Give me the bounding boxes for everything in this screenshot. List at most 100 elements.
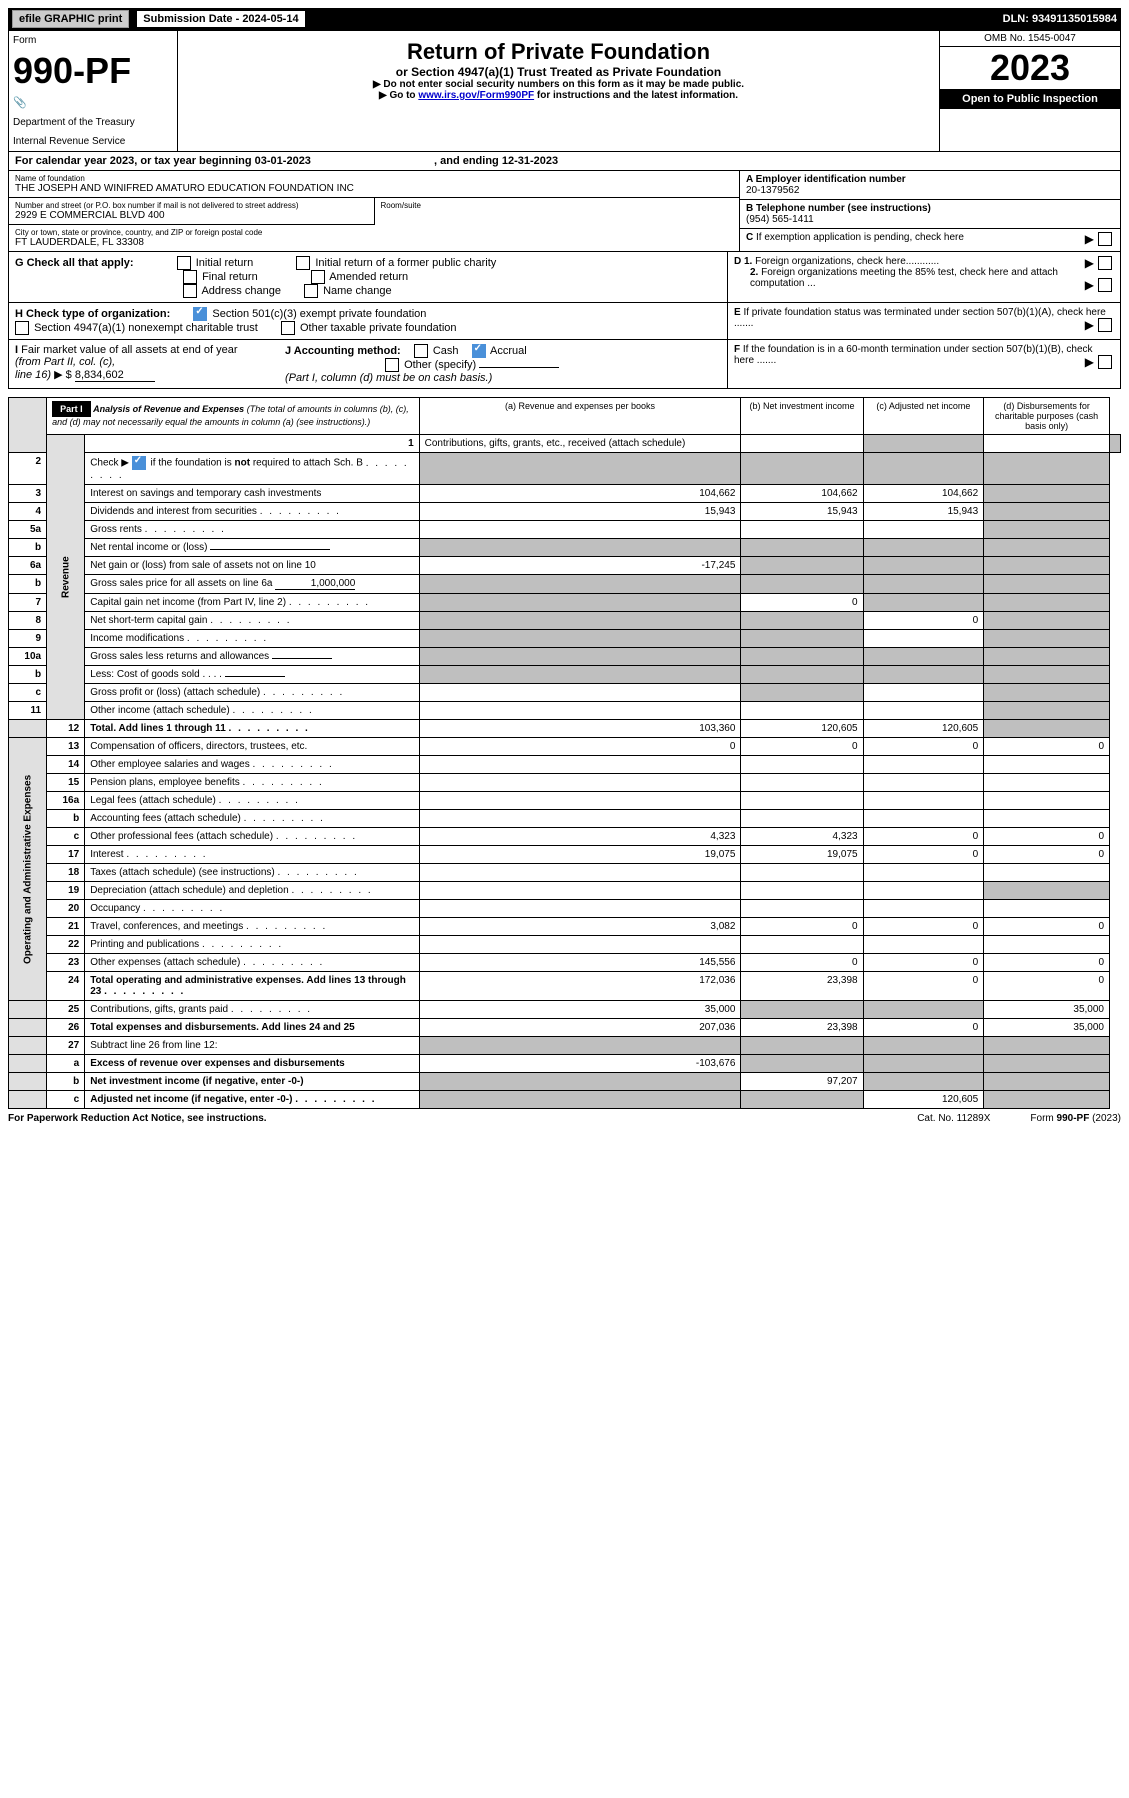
irs: Internal Revenue Service [13, 136, 173, 147]
row-2: 2Check ▶ if the foundation is not requir… [9, 453, 1121, 485]
row-14: 14Other employee salaries and wages [9, 756, 1121, 774]
note-no-ssn: ▶ Do not enter social security numbers o… [186, 79, 931, 90]
row-27: 27Subtract line 26 from line 12: [9, 1037, 1121, 1055]
col-a-header: (a) Revenue and expenses per books [419, 398, 741, 435]
row-27b: bNet investment income (if negative, ent… [9, 1073, 1121, 1091]
g-initial-pub-checkbox[interactable] [296, 256, 310, 270]
j-other-checkbox[interactable] [385, 358, 399, 372]
row-6b: bGross sales price for all assets on lin… [9, 575, 1121, 594]
row-22: 22Printing and publications [9, 936, 1121, 954]
g-initial-checkbox[interactable] [177, 256, 191, 270]
fmv-value: 8,834,602 [75, 369, 155, 382]
h-label: H Check type of organization: [15, 308, 170, 320]
expenses-label: Operating and Administrative Expenses [9, 738, 47, 1001]
row-11: 11Other income (attach schedule) [9, 702, 1121, 720]
open-public: Open to Public Inspection [940, 89, 1120, 109]
f-checkbox[interactable] [1098, 355, 1112, 369]
phone: (954) 565-1411 [746, 214, 1114, 225]
address: 2929 E COMMERCIAL BLVD 400 [15, 210, 368, 221]
e-checkbox[interactable] [1098, 318, 1112, 332]
col-b-header: (b) Net investment income [741, 398, 863, 435]
ein: 20-1379562 [746, 185, 1114, 196]
row-1: Revenue 1Contributions, gifts, grants, e… [9, 435, 1121, 453]
c-checkbox[interactable] [1098, 232, 1112, 246]
addr-label: Number and street (or P.O. box number if… [15, 201, 368, 210]
row-19: 19Depreciation (attach schedule) and dep… [9, 882, 1121, 900]
j-note: (Part I, column (d) must be on cash basi… [285, 372, 492, 384]
g-amended-checkbox[interactable] [311, 270, 325, 284]
row-9: 9Income modifications [9, 630, 1121, 648]
row-27c: cAdjusted net income (if negative, enter… [9, 1091, 1121, 1109]
dept: Department of the Treasury [13, 117, 173, 128]
row-4: 4Dividends and interest from securities … [9, 503, 1121, 521]
top-bar: efile GRAPHIC print Submission Date - 20… [8, 8, 1121, 30]
form-number: 990-PF [13, 50, 173, 92]
efile-print[interactable]: efile GRAPHIC print [12, 10, 129, 28]
tax-year-range: For calendar year 2023, or tax year begi… [8, 152, 1121, 171]
form-subtitle: or Section 4947(a)(1) Trust Treated as P… [186, 65, 931, 79]
city: FT LAUDERDALE, FL 33308 [15, 237, 733, 248]
ein-label: A Employer identification number [746, 174, 1114, 185]
h-4947-checkbox[interactable] [15, 321, 29, 335]
g-name-checkbox[interactable] [304, 284, 318, 298]
row-13: Operating and Administrative Expenses 13… [9, 738, 1121, 756]
tax-year: 2023 [940, 47, 1120, 89]
row-16a: 16aLegal fees (attach schedule) [9, 792, 1121, 810]
row-10c: cGross profit or (loss) (attach schedule… [9, 684, 1121, 702]
foundation-info: Name of foundation THE JOSEPH AND WINIFR… [8, 171, 1121, 252]
room-label: Room/suite [381, 201, 734, 210]
analysis-table: Part I Analysis of Revenue and Expenses … [8, 397, 1121, 1109]
part1-label: Part I [52, 401, 91, 417]
form-header: Form 990-PF 📎 Department of the Treasury… [8, 30, 1121, 152]
schb-checkbox[interactable] [132, 456, 146, 470]
d2-checkbox[interactable] [1098, 278, 1112, 292]
row-8: 8Net short-term capital gain 0 [9, 612, 1121, 630]
form-footer: Form 990-PF (2023) [1030, 1113, 1121, 1124]
city-label: City or town, state or province, country… [15, 228, 733, 237]
submission-date: Submission Date - 2024-05-14 [137, 11, 304, 27]
j-cash-checkbox[interactable] [414, 344, 428, 358]
dln: DLN: 93491135015984 [1003, 13, 1117, 25]
h-other-checkbox[interactable] [281, 321, 295, 335]
row-6a: 6aNet gain or (loss) from sale of assets… [9, 557, 1121, 575]
row-16c: cOther professional fees (attach schedul… [9, 828, 1121, 846]
form-label: Form [13, 35, 173, 46]
form-title: Return of Private Foundation [186, 39, 931, 65]
note2-post: for instructions and the latest informat… [534, 90, 738, 101]
row-25: 25Contributions, gifts, grants paid 35,0… [9, 1001, 1121, 1019]
irs-link[interactable]: www.irs.gov/Form990PF [418, 90, 534, 101]
page-footer: For Paperwork Reduction Act Notice, see … [8, 1113, 1121, 1124]
d1-checkbox[interactable] [1098, 256, 1112, 270]
h-501c3-checkbox[interactable] [193, 307, 207, 321]
row-3: 3Interest on savings and temporary cash … [9, 485, 1121, 503]
j-accrual-checkbox[interactable] [472, 344, 486, 358]
j-label: J Accounting method: [285, 345, 401, 357]
foundation-name: THE JOSEPH AND WINIFRED AMATURO EDUCATIO… [15, 183, 733, 194]
cat-no: Cat. No. 11289X [917, 1113, 990, 1124]
row-26: 26Total expenses and disbursements. Add … [9, 1019, 1121, 1037]
note2-pre: ▶ Go to [379, 90, 418, 101]
row-23: 23Other expenses (attach schedule) 145,5… [9, 954, 1121, 972]
row-27a: aExcess of revenue over expenses and dis… [9, 1055, 1121, 1073]
row-21: 21Travel, conferences, and meetings 3,08… [9, 918, 1121, 936]
section-c: C If exemption application is pending, c… [746, 232, 964, 243]
row-24: 24Total operating and administrative exp… [9, 972, 1121, 1001]
row-18: 18Taxes (attach schedule) (see instructi… [9, 864, 1121, 882]
row-20: 20Occupancy [9, 900, 1121, 918]
name-label: Name of foundation [15, 174, 733, 183]
row-12: 12Total. Add lines 1 through 11 103,3601… [9, 720, 1121, 738]
row-10a: 10aGross sales less returns and allowanc… [9, 648, 1121, 666]
phone-label: B Telephone number (see instructions) [746, 203, 1114, 214]
paperwork-notice: For Paperwork Reduction Act Notice, see … [8, 1113, 267, 1124]
g-label: G Check all that apply: [15, 257, 134, 269]
g-address-checkbox[interactable] [183, 284, 197, 298]
row-15: 15Pension plans, employee benefits [9, 774, 1121, 792]
g-final-checkbox[interactable] [183, 270, 197, 284]
col-d-header: (d) Disbursements for charitable purpose… [984, 398, 1110, 435]
row-5b: bNet rental income or (loss) [9, 539, 1121, 557]
row-16b: bAccounting fees (attach schedule) [9, 810, 1121, 828]
part1-title: Analysis of Revenue and Expenses [93, 404, 244, 414]
row-7: 7Capital gain net income (from Part IV, … [9, 594, 1121, 612]
row-5a: 5aGross rents [9, 521, 1121, 539]
col-c-header: (c) Adjusted net income [863, 398, 984, 435]
